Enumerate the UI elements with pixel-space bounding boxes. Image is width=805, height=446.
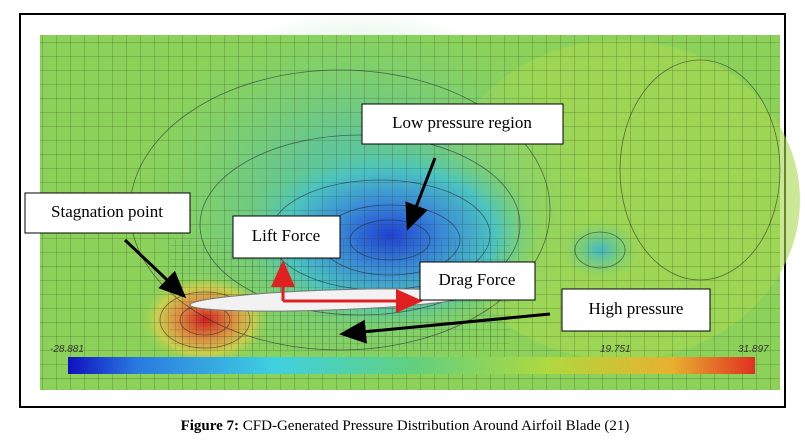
colorbar-label: 19.751 <box>600 344 631 355</box>
cfd-image <box>40 10 800 390</box>
annotation: Low pressure region <box>361 103 564 145</box>
colorbar-label: -28.881 <box>50 344 84 355</box>
colorbar-label: 31.897 <box>738 344 769 355</box>
annotation: Stagnation point <box>24 192 191 234</box>
annotation-text: High pressure <box>589 299 684 318</box>
caption: Figure 7: CFD-Generated Pressure Distrib… <box>181 418 630 434</box>
annotation: High pressure <box>561 288 711 332</box>
annotation: Lift Force <box>232 215 341 259</box>
annotation-text: Lift Force <box>252 226 320 245</box>
arrow <box>405 157 437 231</box>
caption-label: Figure 7: <box>181 418 239 434</box>
annotation-text: Low pressure region <box>392 113 532 132</box>
arrow <box>339 312 551 344</box>
annotation: Drag Force <box>419 261 536 301</box>
annotation-text: Drag Force <box>439 270 516 289</box>
caption-text: CFD-Generated Pressure Distribution Arou… <box>243 418 630 434</box>
arrow <box>123 238 187 299</box>
annotation-text: Stagnation point <box>51 202 163 221</box>
